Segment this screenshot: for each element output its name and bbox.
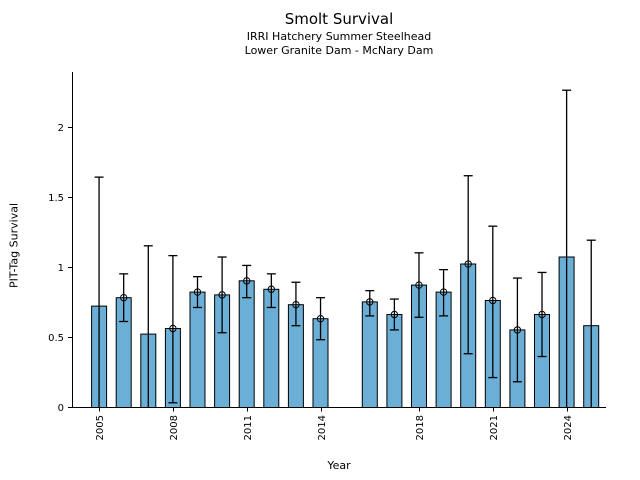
point-marker-2021 — [489, 296, 497, 305]
point-marker-2013 — [292, 300, 300, 309]
x-tick-label: 2024 — [563, 415, 574, 440]
point-marker-2012 — [267, 285, 276, 293]
y-tick-label: 0.5 — [48, 333, 64, 344]
y-tick-label: 2 — [58, 123, 64, 134]
chart-subtitle-line1: IRRI Hatchery Summer Steelhead — [246, 30, 432, 43]
x-tick-label: 2014 — [317, 415, 328, 440]
x-tick-label: 2008 — [169, 415, 180, 440]
x-tick-label: 2018 — [415, 415, 426, 440]
bar-2009 — [189, 291, 206, 409]
point-marker-2011 — [243, 277, 251, 285]
y-tick-label: 1 — [58, 263, 64, 274]
point-marker-2014 — [316, 314, 325, 323]
x-tick-label: 2011 — [243, 415, 254, 440]
point-marker-2019 — [439, 288, 448, 296]
point-marker-2017 — [390, 310, 399, 319]
y-tick-label: 1.5 — [48, 193, 64, 204]
bar-2011 — [238, 280, 255, 408]
point-marker-2020 — [464, 260, 472, 268]
bar-2016 — [361, 301, 378, 408]
point-marker-2008 — [169, 324, 177, 333]
point-marker-2009 — [193, 288, 202, 296]
point-marker-2016 — [366, 298, 374, 306]
point-marker-2023 — [538, 310, 546, 319]
x-tick-label: 2021 — [489, 415, 500, 440]
point-marker-2006 — [119, 293, 128, 302]
point-marker-2018 — [415, 281, 423, 289]
x-tick-label: 2005 — [95, 415, 106, 440]
chart-subtitle-line2: Lower Granite Dam - McNary Dam — [244, 44, 434, 57]
y-tick-label: 0 — [58, 403, 64, 414]
point-marker-2022 — [513, 326, 522, 334]
chart-title: Smolt Survival — [284, 10, 394, 28]
x-axis-label: Year — [327, 459, 351, 472]
point-marker-2010 — [218, 291, 226, 299]
